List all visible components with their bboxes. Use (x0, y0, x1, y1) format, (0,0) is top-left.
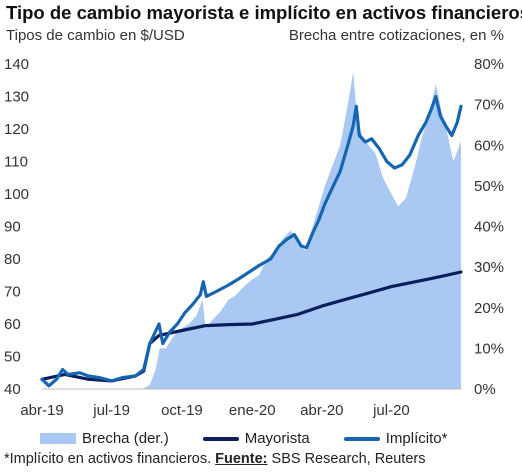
footnote: *Implícito en activos financieros. Fuent… (4, 451, 425, 467)
legend-label-brecha: Brecha (der.) (82, 430, 169, 447)
y-left-tick-label: 50 (4, 349, 21, 366)
y-left-tick-label: 90 (4, 219, 21, 236)
chart-title: Tipo de cambio mayorista e implícito en … (6, 2, 522, 23)
source-label: Fuente: (215, 451, 268, 467)
y-right-tick-label: 50% (474, 178, 504, 195)
y-left-tick-label: 100 (4, 186, 29, 203)
legend-swatch-brecha (40, 433, 76, 444)
right-axis-label: Brecha entre cotizaciones, en % (288, 27, 504, 44)
y-right-tick-label: 70% (474, 97, 504, 114)
x-tick-label: oct-19 (161, 402, 203, 419)
y-left-tick-label: 40 (4, 381, 21, 398)
y-left-tick-label: 130 (4, 89, 29, 106)
y-right-tick-label: 60% (474, 137, 504, 154)
legend-swatch-implicito (343, 436, 380, 441)
x-tick-label: jul-19 (92, 402, 130, 419)
x-tick-label: jul-20 (372, 402, 410, 419)
y-right-tick-label: 0% (474, 381, 496, 398)
footnote-text: *Implícito en activos financieros. (4, 451, 216, 467)
series-line-implicito (40, 94, 463, 388)
legend-item-mayorista: Mayorista (202, 430, 310, 447)
legend-swatch-mayorista (202, 436, 239, 441)
x-tick-label: ene-20 (229, 402, 276, 419)
y-left-tick-label: 70 (4, 284, 21, 301)
series-area-brecha (42, 72, 461, 389)
y-right-tick-label: 20% (474, 300, 504, 317)
source-text: SBS Research, Reuters (267, 451, 426, 467)
chart-plot: 40 50 60 70 80 90 100 110 120 130 140 0% 10% 20% 30% 40… (4, 56, 504, 419)
y-left-tick-label: 80 (4, 251, 21, 268)
legend-item-brecha: Brecha (der.) (40, 430, 169, 447)
x-tick-label: abr-19 (20, 402, 63, 419)
y-left-tick-label: 60 (4, 316, 21, 333)
y-right-tick-label: 10% (474, 340, 504, 357)
x-tick-label: abr-20 (300, 402, 343, 419)
legend-label-mayorista: Mayorista (244, 430, 310, 447)
left-axis-label: Tipos de cambio en $/USD (6, 27, 185, 44)
y-right-tick-label: 30% (474, 259, 504, 276)
chart-legend: Brecha (der.) Mayorista Implícito* (40, 430, 481, 447)
y-left-tick-label: 120 (4, 121, 29, 138)
y-left-tick-label: 110 (4, 154, 28, 171)
legend-label-implicito: Implícito* (385, 430, 448, 447)
legend-item-implicito: Implícito* (343, 430, 448, 447)
y-left-tick-label: 140 (4, 56, 29, 73)
y-right-tick-label: 40% (474, 219, 504, 236)
y-right-tick-label: 80% (474, 56, 504, 73)
